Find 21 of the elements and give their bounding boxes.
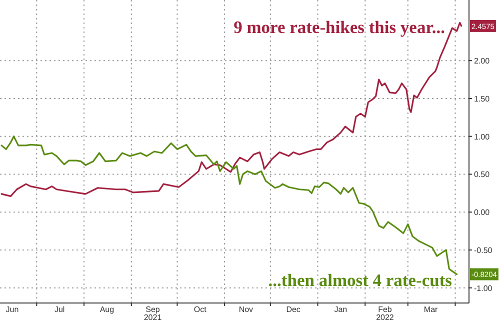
y-tick-label: 1.50 — [474, 94, 490, 104]
x-tick-label: Oct — [194, 305, 208, 314]
x-tick-label: Jun — [6, 305, 19, 314]
y-tick-label: -1.00 — [474, 284, 493, 293]
y-tick-label: -0.50 — [474, 246, 493, 255]
x-tick-label: Aug — [100, 305, 114, 314]
y-tick-label: 1.00 — [474, 132, 490, 142]
x-tick-label: Sep 2021 — [144, 305, 162, 321]
y-tick-label: 0.50 — [474, 170, 490, 180]
x-tick-label: Dec — [286, 305, 300, 314]
x-tick-label: Feb 2022 — [376, 305, 394, 321]
line-series — [0, 136, 458, 276]
legend-label: 9 more rate-hikes this year... — [234, 17, 445, 37]
y-tick-label: 0.00 — [474, 208, 490, 218]
line-series — [0, 22, 462, 197]
x-tick-label: Jan — [334, 305, 348, 314]
x-tick-label: Jul — [54, 305, 65, 314]
x-tick-label: Mar — [424, 305, 438, 314]
legend-label: ...then almost 4 rate-cuts — [268, 270, 452, 290]
y-tick-label: 2.00 — [474, 56, 490, 66]
x-tick-label: Nov — [238, 305, 254, 314]
